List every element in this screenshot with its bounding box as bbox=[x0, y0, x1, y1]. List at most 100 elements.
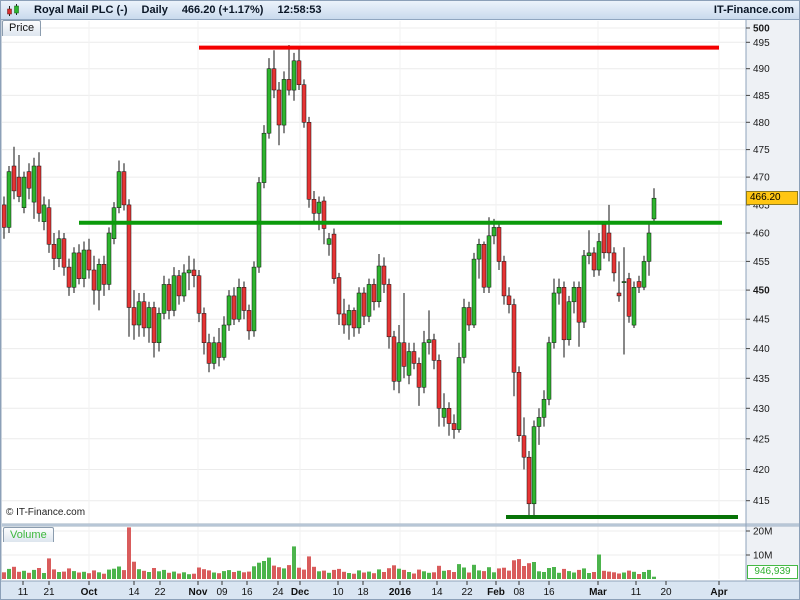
candle-body bbox=[481, 244, 487, 288]
candle-body bbox=[501, 261, 507, 297]
candle-body bbox=[51, 244, 57, 259]
volume-bar bbox=[567, 571, 571, 579]
volume-bar bbox=[452, 572, 456, 579]
candle-body bbox=[586, 252, 592, 256]
candle-body bbox=[91, 269, 97, 291]
candle-body bbox=[531, 426, 537, 505]
title-bar: Royal Mail PLC (-) Daily 466.20 (+1.17%)… bbox=[1, 1, 799, 20]
volume-bar bbox=[57, 572, 61, 579]
candle-body bbox=[171, 275, 177, 311]
volume-bar bbox=[272, 565, 276, 579]
date-tick-label: 24 bbox=[272, 587, 284, 598]
candle-body bbox=[606, 232, 612, 254]
price-tick-label: 450 bbox=[753, 286, 770, 297]
date-tick-label: Feb bbox=[487, 587, 505, 598]
volume-bar bbox=[87, 573, 91, 579]
candle-body bbox=[121, 171, 127, 206]
volume-bar bbox=[652, 576, 656, 579]
volume-bars-layer bbox=[2, 527, 656, 579]
volume-bar bbox=[387, 568, 391, 579]
candle-body bbox=[461, 307, 467, 358]
volume-bar bbox=[112, 568, 116, 579]
tab-price[interactable]: Price bbox=[2, 20, 42, 36]
price-tick-label: 460 bbox=[753, 229, 770, 240]
last-quote: 466.20 (+1.17%) bbox=[181, 4, 264, 16]
volume-bar bbox=[7, 568, 11, 579]
candle-body bbox=[336, 277, 342, 315]
tab-volume[interactable]: Volume bbox=[3, 527, 54, 542]
candles-layer bbox=[1, 45, 657, 518]
volume-bar bbox=[147, 572, 151, 579]
volume-bar bbox=[552, 567, 556, 579]
candle-body bbox=[226, 295, 232, 326]
candle-body bbox=[641, 261, 647, 288]
volume-bar bbox=[347, 573, 351, 579]
candle-body bbox=[551, 292, 557, 343]
candle-body bbox=[81, 249, 87, 279]
candle-body bbox=[326, 238, 332, 245]
volume-axis[interactable]: 10M 20M bbox=[746, 527, 772, 562]
volume-bar bbox=[242, 572, 246, 579]
volume-bar bbox=[507, 570, 511, 579]
price-tick-label: 475 bbox=[753, 145, 770, 156]
candle-body bbox=[541, 399, 547, 418]
volume-bar bbox=[32, 569, 36, 579]
price-tick-label: 500 bbox=[753, 24, 770, 35]
volume-bar bbox=[37, 568, 41, 579]
candle-body bbox=[561, 287, 567, 341]
price-tick-label: 480 bbox=[753, 118, 770, 129]
volume-bar bbox=[582, 568, 586, 579]
candle-body bbox=[266, 68, 272, 134]
candle-body bbox=[151, 307, 157, 343]
candle-body bbox=[556, 287, 562, 294]
candle-body bbox=[261, 132, 267, 183]
volume-bar bbox=[587, 573, 591, 579]
candle-body bbox=[101, 264, 107, 285]
date-axis[interactable]: 11 21 Oct 14 22 Nov 09 16 24 Dec 10 18 2016 14 22 Feb 08… bbox=[18, 581, 728, 598]
volume-bar bbox=[447, 570, 451, 579]
candle-body bbox=[511, 304, 517, 373]
volume-bar bbox=[502, 567, 506, 579]
volume-bar bbox=[67, 568, 71, 579]
volume-bar bbox=[497, 568, 501, 579]
current-volume-flag: 946,939 bbox=[747, 565, 798, 579]
candle-body bbox=[646, 232, 652, 262]
candle-body bbox=[471, 258, 477, 326]
candlestick-icon bbox=[6, 3, 20, 17]
date-tick-label: 22 bbox=[154, 587, 166, 598]
candle-body bbox=[216, 342, 222, 358]
candle-body bbox=[246, 310, 252, 332]
volume-bar bbox=[77, 572, 81, 579]
candle-body bbox=[26, 171, 32, 189]
volume-bar bbox=[467, 572, 471, 579]
candle-body bbox=[221, 324, 227, 358]
candle-body bbox=[301, 84, 307, 123]
candle-body bbox=[411, 351, 417, 364]
candle-body bbox=[236, 287, 242, 320]
volume-bar bbox=[402, 569, 406, 579]
volume-bar bbox=[212, 572, 216, 579]
date-tick-label: 10 bbox=[332, 587, 344, 598]
candle-body bbox=[201, 313, 207, 343]
candle-body bbox=[311, 199, 317, 214]
candle-body bbox=[76, 252, 82, 279]
volume-bar bbox=[182, 572, 186, 579]
volume-bar bbox=[152, 568, 156, 579]
candle-body bbox=[46, 207, 52, 245]
price-axis[interactable]: 415 420 425 430 435 440 445 450 455 460 465 470 475 4… bbox=[746, 24, 770, 508]
candle-body bbox=[16, 176, 22, 197]
volume-bar bbox=[27, 572, 31, 579]
date-tick-label: Oct bbox=[81, 587, 98, 598]
volume-bar bbox=[397, 568, 401, 579]
price-tick-label: 445 bbox=[753, 315, 770, 326]
candle-body bbox=[401, 342, 407, 367]
price-tick-label: 495 bbox=[753, 38, 770, 49]
candle-body bbox=[416, 363, 422, 388]
volume-bar bbox=[172, 571, 176, 579]
trend-lines-layer[interactable] bbox=[79, 45, 738, 519]
volume-bar bbox=[392, 565, 396, 579]
candle-body bbox=[636, 281, 642, 288]
quote-time: 12:58:53 bbox=[277, 4, 322, 16]
